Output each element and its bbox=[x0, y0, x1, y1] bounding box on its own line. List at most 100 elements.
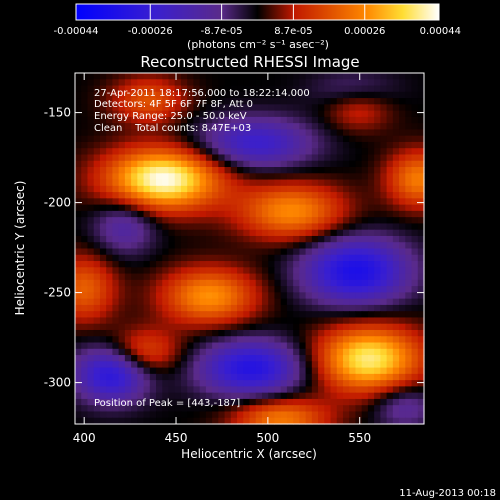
heatmap-cell bbox=[405, 392, 413, 400]
heatmap-image bbox=[75, 73, 425, 425]
heatmap-cell bbox=[405, 342, 413, 350]
heatmap-cell bbox=[187, 411, 195, 419]
heatmap-cell bbox=[168, 129, 176, 137]
heatmap-cell bbox=[156, 210, 163, 218]
heatmap-cell bbox=[293, 85, 300, 93]
heatmap-cell bbox=[342, 373, 350, 381]
heatmap-cell bbox=[411, 417, 419, 425]
heatmap-cell bbox=[305, 323, 313, 331]
heatmap-cell bbox=[118, 192, 126, 199]
heatmap-cell bbox=[293, 355, 300, 362]
heatmap-cell bbox=[361, 367, 369, 375]
heatmap-cell bbox=[405, 116, 413, 124]
heatmap-cell bbox=[330, 254, 338, 262]
heatmap-cell bbox=[355, 254, 363, 262]
heatmap-cell bbox=[237, 304, 244, 312]
heatmap-cell bbox=[342, 355, 350, 362]
heatmap-cell bbox=[386, 160, 394, 168]
heatmap-cell bbox=[280, 336, 288, 344]
heatmap-cell bbox=[149, 79, 157, 87]
heatmap-cell bbox=[361, 229, 369, 237]
heatmap-cell bbox=[349, 229, 357, 237]
heatmap-cell bbox=[392, 116, 400, 124]
heatmap-cell bbox=[318, 348, 325, 356]
heatmap-cell bbox=[324, 273, 332, 281]
heatmap-cell bbox=[112, 267, 120, 275]
heatmap-cell bbox=[199, 123, 207, 131]
heatmap-cell bbox=[106, 104, 113, 112]
heatmap-cell bbox=[305, 110, 313, 118]
heatmap-cell bbox=[75, 185, 82, 193]
heatmap-cell bbox=[255, 329, 263, 337]
heatmap-cell bbox=[118, 248, 126, 256]
heatmap-cell bbox=[168, 85, 176, 93]
heatmap-cell bbox=[118, 85, 126, 93]
heatmap-cell bbox=[330, 160, 338, 168]
heatmap-cell bbox=[411, 167, 419, 174]
heatmap-cell bbox=[137, 179, 145, 187]
heatmap-cell bbox=[324, 123, 332, 131]
heatmap-cell bbox=[137, 185, 145, 193]
heatmap-cell bbox=[417, 248, 425, 256]
heatmap-cell bbox=[399, 104, 406, 112]
heatmap-cell bbox=[224, 311, 232, 319]
heatmap-cell bbox=[305, 405, 313, 413]
x-tick-label: 400 bbox=[73, 431, 96, 445]
heatmap-cell bbox=[411, 173, 419, 181]
heatmap-cell bbox=[112, 210, 120, 218]
heatmap-cell bbox=[417, 91, 425, 99]
heatmap-cell bbox=[237, 405, 244, 413]
heatmap-cell bbox=[187, 110, 195, 118]
heatmap-cell bbox=[374, 110, 381, 118]
heatmap-cell bbox=[205, 355, 213, 362]
heatmap-cell bbox=[399, 373, 406, 381]
heatmap-cell bbox=[286, 311, 294, 319]
heatmap-cell bbox=[224, 116, 232, 124]
heatmap-cell bbox=[411, 348, 419, 356]
heatmap-cell bbox=[386, 348, 394, 356]
heatmap-cell bbox=[261, 329, 269, 337]
heatmap-cell bbox=[193, 167, 201, 174]
heatmap-cell bbox=[392, 267, 400, 275]
heatmap-cell bbox=[230, 267, 238, 275]
heatmap-cell bbox=[156, 192, 163, 199]
heatmap-cell bbox=[99, 135, 107, 143]
heatmap-cell bbox=[224, 129, 232, 137]
heatmap-cell bbox=[311, 342, 319, 350]
heatmap-cell bbox=[174, 229, 182, 237]
y-tick-label: -200 bbox=[44, 196, 71, 210]
heatmap-cell bbox=[330, 91, 338, 99]
heatmap-cell bbox=[212, 361, 219, 369]
heatmap-cell bbox=[293, 405, 300, 413]
heatmap-cell bbox=[205, 361, 213, 369]
heatmap-cell bbox=[399, 192, 406, 199]
heatmap-cell bbox=[274, 160, 282, 168]
heatmap-cell bbox=[199, 73, 207, 80]
heatmap-cell bbox=[199, 141, 207, 149]
heatmap-cell bbox=[168, 185, 176, 193]
heatmap-cell bbox=[168, 229, 176, 237]
heatmap-cell bbox=[237, 336, 244, 344]
heatmap-cell bbox=[324, 329, 332, 337]
heatmap-cell bbox=[137, 223, 145, 231]
colorbar-tick-label: -0.00026 bbox=[128, 26, 173, 37]
heatmap-cell bbox=[156, 398, 163, 406]
heatmap-cell bbox=[199, 392, 207, 400]
heatmap-cell bbox=[187, 392, 195, 400]
heatmap-cell bbox=[99, 405, 107, 413]
heatmap-cell bbox=[286, 85, 294, 93]
heatmap-cell bbox=[81, 229, 89, 237]
heatmap-cell bbox=[224, 135, 232, 143]
heatmap-cell bbox=[180, 355, 188, 362]
heatmap-cell bbox=[268, 242, 276, 250]
heatmap-cell bbox=[324, 73, 332, 80]
heatmap-cell bbox=[212, 167, 219, 174]
heatmap-cell bbox=[349, 154, 357, 162]
heatmap-cell bbox=[349, 110, 357, 118]
heatmap-cell bbox=[218, 304, 226, 312]
heatmap-cell bbox=[156, 417, 163, 425]
heatmap-cell bbox=[162, 148, 170, 156]
heatmap-cell bbox=[399, 361, 406, 369]
heatmap-cell bbox=[249, 342, 257, 350]
heatmap-cell bbox=[93, 361, 101, 369]
